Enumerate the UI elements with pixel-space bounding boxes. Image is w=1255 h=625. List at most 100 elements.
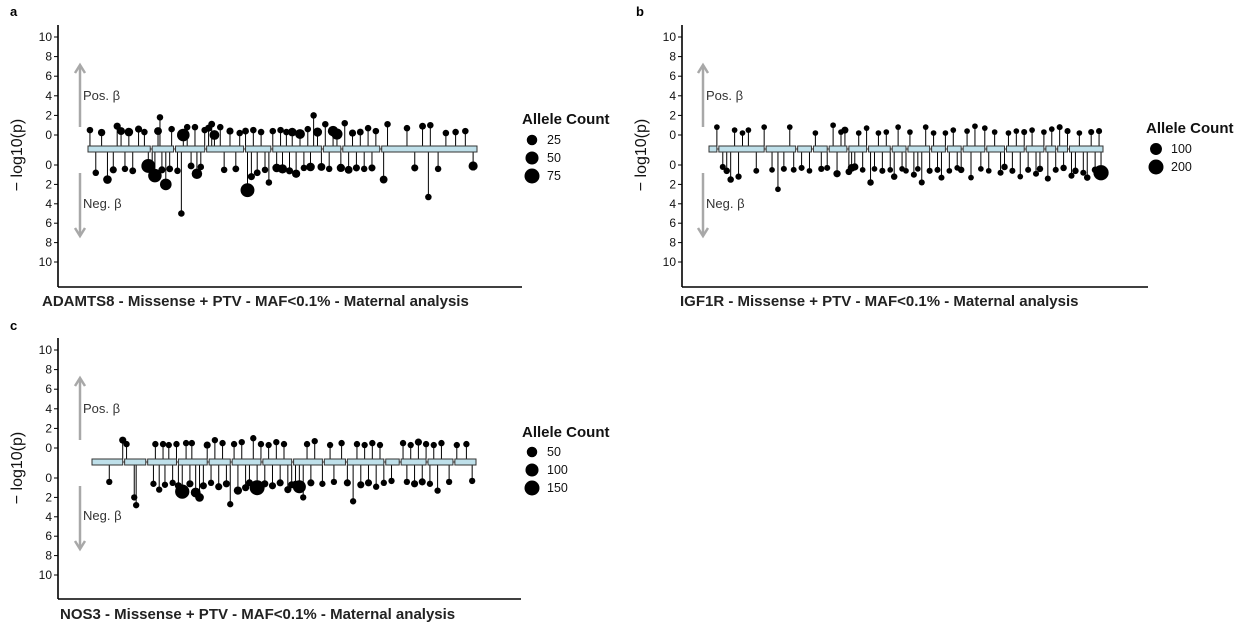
y-tick-label: 2 [45, 108, 52, 122]
variant-point [336, 163, 345, 173]
variant-point [930, 130, 937, 136]
variant-point [291, 169, 301, 178]
variant-point [330, 478, 338, 486]
variant-point [109, 166, 117, 174]
variant-point [867, 179, 874, 186]
legend-swatch [525, 463, 539, 477]
variant-point [859, 167, 866, 173]
variant-point [468, 477, 476, 485]
y-tick-label: 0 [669, 128, 676, 142]
variant-point [863, 125, 870, 131]
variant-point [942, 130, 949, 136]
variant-point [841, 126, 849, 134]
variant-point [812, 130, 819, 136]
variant-point [176, 128, 190, 142]
variant-point [261, 166, 269, 174]
y-tick-label: 8 [45, 50, 52, 64]
variant-point [425, 193, 432, 201]
variant-point [132, 501, 140, 509]
variant-point [215, 483, 223, 491]
variant-point [311, 437, 318, 445]
legend-swatch [524, 168, 540, 184]
variant-point [148, 168, 162, 183]
legend-label: 100 [1171, 142, 1192, 156]
exon-box [124, 458, 147, 466]
panel-a: a 10 8 6 4 2 0 0 2 4 6 8 10 − log10(p) Pos. β Neg. β ADA… [9, 4, 610, 310]
variant-point [1088, 129, 1095, 136]
variant-point [306, 162, 315, 172]
pos-beta-label: Pos. β [83, 88, 120, 103]
variant-point [150, 480, 157, 487]
variant-point [322, 120, 329, 128]
variant-point [1041, 129, 1047, 135]
variant-point [317, 163, 326, 171]
variant-point [1056, 124, 1063, 131]
variant-point [121, 165, 129, 173]
variant-point [349, 498, 357, 505]
variant-point [277, 164, 288, 174]
exon-box [708, 145, 718, 153]
variant-point [934, 166, 941, 173]
panel-letter: c [10, 318, 17, 333]
variant-point [775, 186, 781, 193]
exon-box [323, 458, 346, 466]
panel-letter: a [10, 4, 18, 19]
y-tick-label: 8 [45, 236, 52, 250]
exon-box [986, 145, 1006, 153]
variant-point [830, 122, 836, 129]
variant-point [92, 169, 100, 177]
variant-point [326, 441, 334, 449]
legend-swatch [525, 151, 539, 165]
variant-point [97, 128, 106, 137]
variant-point [426, 480, 434, 487]
variant-point [303, 440, 311, 448]
variant-point [719, 163, 726, 170]
legend-label: 100 [547, 463, 568, 477]
y-tick-label: 8 [669, 50, 676, 64]
exon-box [812, 145, 828, 153]
variant-point [1013, 128, 1020, 134]
exon-box [931, 145, 946, 153]
legend-swatch [1148, 159, 1164, 175]
variant-point [165, 441, 172, 449]
variant-point [414, 438, 422, 446]
variant-point [325, 165, 333, 173]
variant-point [918, 179, 925, 186]
variant-point [277, 126, 284, 134]
y-tick-label: 8 [45, 549, 52, 563]
variant-point [287, 127, 297, 137]
variant-point [972, 123, 978, 130]
variant-point [1021, 129, 1028, 136]
variant-point [1009, 167, 1016, 174]
variant-point [418, 478, 426, 486]
y-tick-label: 10 [39, 343, 53, 357]
variant-point [238, 438, 245, 446]
variant-point [338, 439, 345, 447]
neg-arrow-head-icon [73, 227, 87, 239]
variant-point [462, 127, 469, 135]
variant-point [871, 166, 878, 172]
variant-point [268, 482, 277, 490]
variant-point [798, 164, 805, 171]
variant-point [265, 179, 273, 186]
variant-point [723, 167, 730, 175]
variant-point [833, 170, 841, 178]
pos-arrow-head-icon [696, 62, 710, 74]
pos-beta-label: Pos. β [83, 401, 120, 416]
y-tick-label: 10 [39, 30, 53, 44]
variant-point [1001, 163, 1008, 171]
variant-point [910, 171, 917, 178]
variant-point [188, 439, 196, 447]
variant-point [1083, 174, 1091, 181]
y-tick-label: 2 [669, 177, 676, 191]
y-tick-label: 0 [45, 471, 52, 485]
exon-box [946, 145, 962, 153]
variant-point [727, 176, 734, 183]
variant-point [203, 441, 211, 449]
exon-box [91, 458, 124, 466]
y-tick-label: 0 [45, 128, 52, 142]
exon-box [907, 145, 931, 153]
y-tick-label: 8 [45, 363, 52, 377]
variant-point [103, 175, 112, 184]
